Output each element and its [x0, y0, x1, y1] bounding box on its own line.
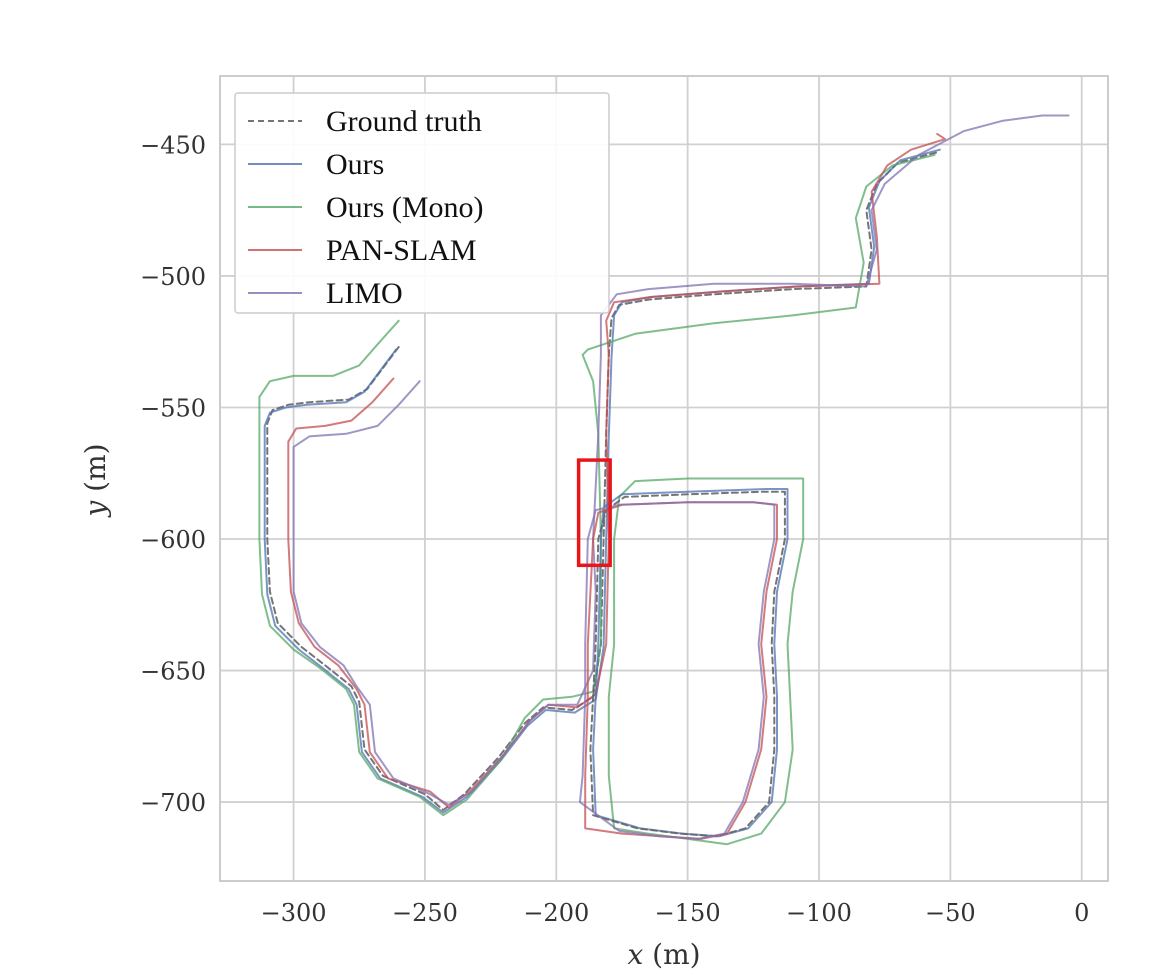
- y-axis-unit: (m): [79, 443, 112, 491]
- x-tick-label: −150: [655, 899, 721, 927]
- legend-box: [234, 92, 610, 314]
- legend-label: Ground truth: [326, 105, 482, 138]
- trajectory-lines: [258, 114, 1070, 846]
- highlight-box: [576, 458, 612, 568]
- series-line-segment-5: [607, 477, 805, 846]
- x-tick-label: −300: [261, 899, 327, 927]
- series-line-segment-7: [589, 490, 786, 838]
- y-tick-label: −450: [140, 131, 206, 159]
- legend: Ground truth Ours Ours (Mono) PAN-SLAM LIMO: [234, 92, 610, 314]
- y-axis-label: y (m): [79, 443, 112, 518]
- legend-label: LIMO: [326, 277, 403, 310]
- series-line-segment-6: [592, 488, 789, 838]
- y-tick-label: −700: [140, 789, 206, 817]
- legend-label: Ours: [326, 148, 384, 181]
- series-line-limo: [292, 114, 1070, 806]
- series-line-ground-truth: [266, 151, 939, 811]
- y-tick-label: −550: [140, 394, 206, 422]
- legend-label: Ours (Mono): [326, 191, 484, 224]
- series-line-segment-9: [578, 501, 776, 840]
- y-axis-ticks: −450 −500 −550 −600 −650 −700: [140, 131, 206, 817]
- y-tick-label: −650: [140, 658, 206, 686]
- x-axis-ticks: −300 −250 −200 −150 −100 −50 0: [261, 899, 1090, 927]
- x-tick-label: −50: [925, 899, 976, 927]
- x-axis-label: x (m): [627, 938, 700, 971]
- x-axis-variable: x: [627, 938, 643, 971]
- x-tick-label: 0: [1074, 899, 1089, 927]
- y-axis-variable: y: [79, 500, 112, 519]
- x-tick-label: −100: [786, 899, 852, 927]
- legend-entries: Ground truth Ours Ours (Mono) PAN-SLAM LIMO: [248, 105, 484, 310]
- y-tick-label: −600: [140, 526, 206, 554]
- x-tick-label: −250: [392, 899, 458, 927]
- series-line-ours-mono: [258, 153, 936, 817]
- y-tick-label: −500: [140, 263, 206, 291]
- x-tick-label: −200: [523, 899, 589, 927]
- legend-label: PAN-SLAM: [326, 234, 477, 267]
- plot-frame: [219, 75, 1109, 882]
- x-axis-unit: (m): [652, 938, 700, 971]
